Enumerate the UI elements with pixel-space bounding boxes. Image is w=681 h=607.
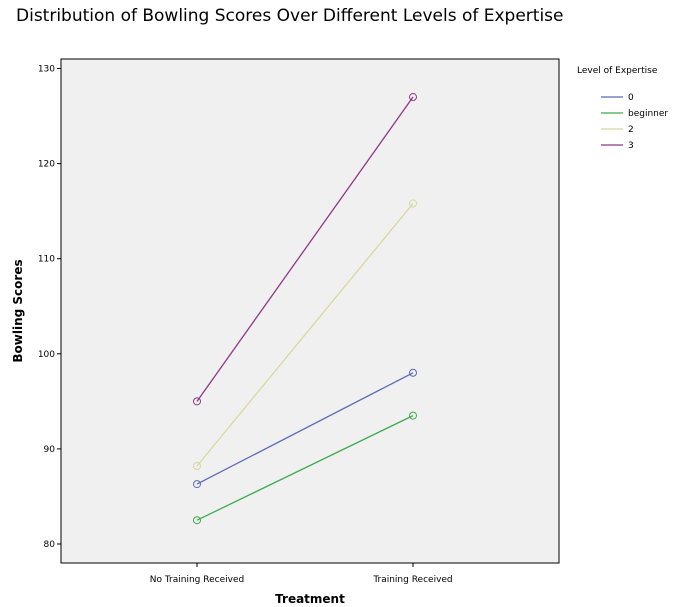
data-point (193, 462, 201, 471)
y-tick-label: 80 (44, 540, 56, 550)
series-line (196, 372, 414, 485)
data-point (193, 516, 201, 525)
x-axis: No Training Received Training Received (150, 563, 453, 585)
series-3 (193, 93, 417, 406)
data-point (409, 411, 417, 420)
x-tick-label: No Training Received (150, 575, 244, 585)
y-axis-title: Bowling Scores (11, 259, 25, 362)
series-line (196, 203, 414, 467)
x-axis-title: Treatment (275, 592, 345, 606)
y-tick-label: 120 (38, 160, 55, 170)
legend: Level of Expertise 0 beginner 2 3 (577, 66, 668, 151)
series-line (196, 96, 414, 402)
y-axis: 80 90 100 110 120 130 (38, 65, 61, 550)
legend-label: 0 (628, 93, 634, 103)
data-point (193, 480, 201, 489)
series-2 (193, 199, 417, 471)
y-tick-label: 90 (44, 445, 56, 455)
series-beginner (193, 411, 417, 525)
y-tick-label: 130 (38, 65, 55, 75)
data-point (193, 397, 201, 406)
data-point (409, 93, 417, 102)
plot-area (60, 58, 560, 564)
series-group (193, 93, 417, 525)
chart-title: Distribution of Bowling Scores Over Diff… (16, 6, 564, 26)
data-point (409, 199, 417, 208)
x-tick-label: Training Received (372, 575, 452, 585)
y-tick-label: 100 (38, 350, 55, 360)
legend-label: 2 (628, 125, 634, 135)
data-point (409, 368, 417, 377)
legend-title: Level of Expertise (577, 66, 658, 76)
y-tick-label: 110 (38, 255, 55, 265)
legend-label: 3 (628, 141, 634, 151)
series-line (196, 415, 414, 521)
series-0 (193, 368, 417, 489)
legend-label: beginner (628, 109, 668, 119)
